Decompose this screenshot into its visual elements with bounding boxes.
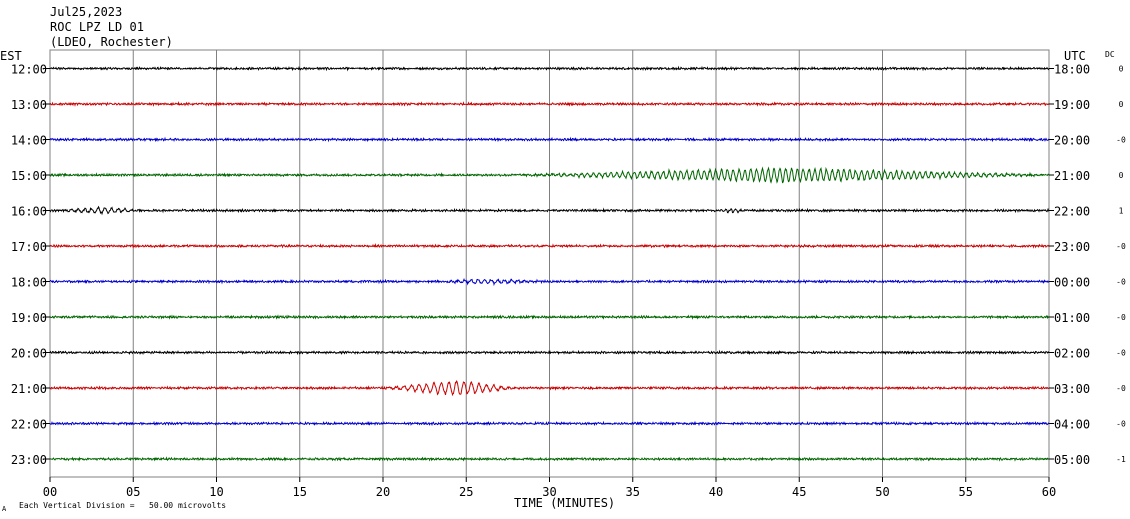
utc-row-label: 20:00 bbox=[1054, 134, 1090, 148]
utc-row-label: 03:00 bbox=[1054, 382, 1090, 396]
row-label-layer: 12:00 18:00 0 13:00 19:00 0 14:00 20:00 -0 15:00 2… bbox=[11, 63, 1126, 468]
trace-row-2000 bbox=[49, 349, 1050, 356]
trace-row-1200 bbox=[49, 65, 1050, 72]
trace-row-2100 bbox=[49, 380, 1050, 397]
x-tick-label-05: 05 bbox=[126, 485, 140, 499]
header-network: (LDEO, Rochester) bbox=[50, 35, 173, 49]
est-axis-label: EST bbox=[0, 49, 22, 63]
trace-row-1400 bbox=[49, 136, 1050, 143]
dc-value: 0 bbox=[1119, 171, 1124, 180]
x-tick-label-10: 10 bbox=[209, 485, 223, 499]
x-tick-layer: 00 05 10 15 20 25 30 35 40 45 50 55 60 bbox=[43, 477, 1056, 499]
est-row-label: 19:00 bbox=[11, 311, 47, 325]
dc-value: 0 bbox=[1119, 100, 1124, 109]
dc-column-label: DC bbox=[1105, 50, 1115, 59]
dc-value: 0 bbox=[1119, 65, 1124, 74]
est-row-label: 23:00 bbox=[11, 453, 47, 467]
est-row-label: 17:00 bbox=[11, 240, 47, 254]
est-row-label: 16:00 bbox=[11, 205, 47, 219]
est-row-label: 22:00 bbox=[11, 418, 47, 432]
x-tick-label-60: 60 bbox=[1042, 485, 1056, 499]
est-row-label: 21:00 bbox=[11, 382, 47, 396]
est-row-label: 20:00 bbox=[11, 347, 47, 361]
utc-row-label: 22:00 bbox=[1054, 205, 1090, 219]
trace-row-1900 bbox=[49, 314, 1050, 320]
dc-value: -1 bbox=[1116, 455, 1126, 464]
utc-row-label: 18:00 bbox=[1054, 63, 1090, 77]
x-tick-label-40: 40 bbox=[709, 485, 723, 499]
x-tick-label-45: 45 bbox=[792, 485, 806, 499]
est-row-label: 15:00 bbox=[11, 169, 47, 183]
trace-row-1500 bbox=[49, 166, 1050, 184]
dc-value: -0 bbox=[1116, 349, 1126, 358]
trace-row-2300 bbox=[49, 456, 1050, 462]
est-row-label: 14:00 bbox=[11, 134, 47, 148]
utc-row-label: 00:00 bbox=[1054, 276, 1090, 290]
trace-layer bbox=[49, 65, 1050, 462]
x-tick-label-30: 30 bbox=[542, 485, 556, 499]
utc-row-label: 21:00 bbox=[1054, 169, 1090, 183]
dc-value: -0 bbox=[1116, 242, 1126, 251]
trace-row-1800 bbox=[49, 277, 1050, 287]
dc-value: -0 bbox=[1116, 420, 1126, 429]
utc-row-label: 23:00 bbox=[1054, 240, 1090, 254]
header-station: ROC LPZ LD 01 bbox=[50, 20, 144, 34]
x-tick-label-00: 00 bbox=[43, 485, 57, 499]
trace-row-2200 bbox=[49, 420, 1050, 427]
utc-row-label: 01:00 bbox=[1054, 311, 1090, 325]
utc-row-label: 02:00 bbox=[1054, 347, 1090, 361]
trace-row-1700 bbox=[49, 242, 1050, 249]
utc-axis-label: UTC bbox=[1064, 49, 1086, 63]
dc-value: -0 bbox=[1116, 278, 1126, 287]
footer-marker: A bbox=[2, 505, 7, 513]
header-date: Jul25,2023 bbox=[50, 5, 122, 19]
x-tick-label-25: 25 bbox=[459, 485, 473, 499]
utc-row-label: 05:00 bbox=[1054, 453, 1090, 467]
x-tick-label-20: 20 bbox=[376, 485, 390, 499]
dc-value: -0 bbox=[1116, 384, 1126, 393]
scale-note: Each Vertical Division = 50.00 microvolt… bbox=[19, 501, 226, 510]
x-tick-label-15: 15 bbox=[293, 485, 307, 499]
utc-row-label: 19:00 bbox=[1054, 98, 1090, 112]
trace-row-1600 bbox=[49, 205, 1050, 216]
est-row-label: 18:00 bbox=[11, 276, 47, 290]
grid-layer bbox=[49, 50, 1050, 477]
est-row-label: 13:00 bbox=[11, 98, 47, 112]
est-row-label: 12:00 bbox=[11, 63, 47, 77]
utc-row-label: 04:00 bbox=[1054, 418, 1090, 432]
dc-value: 1 bbox=[1119, 207, 1124, 216]
dc-value: -0 bbox=[1116, 136, 1126, 145]
x-tick-label-55: 55 bbox=[959, 485, 973, 499]
x-tick-label-35: 35 bbox=[626, 485, 640, 499]
x-axis-title: TIME (MINUTES) bbox=[514, 496, 615, 510]
x-tick-label-50: 50 bbox=[875, 485, 889, 499]
dc-value: -0 bbox=[1116, 313, 1126, 322]
trace-row-1300 bbox=[49, 101, 1050, 107]
